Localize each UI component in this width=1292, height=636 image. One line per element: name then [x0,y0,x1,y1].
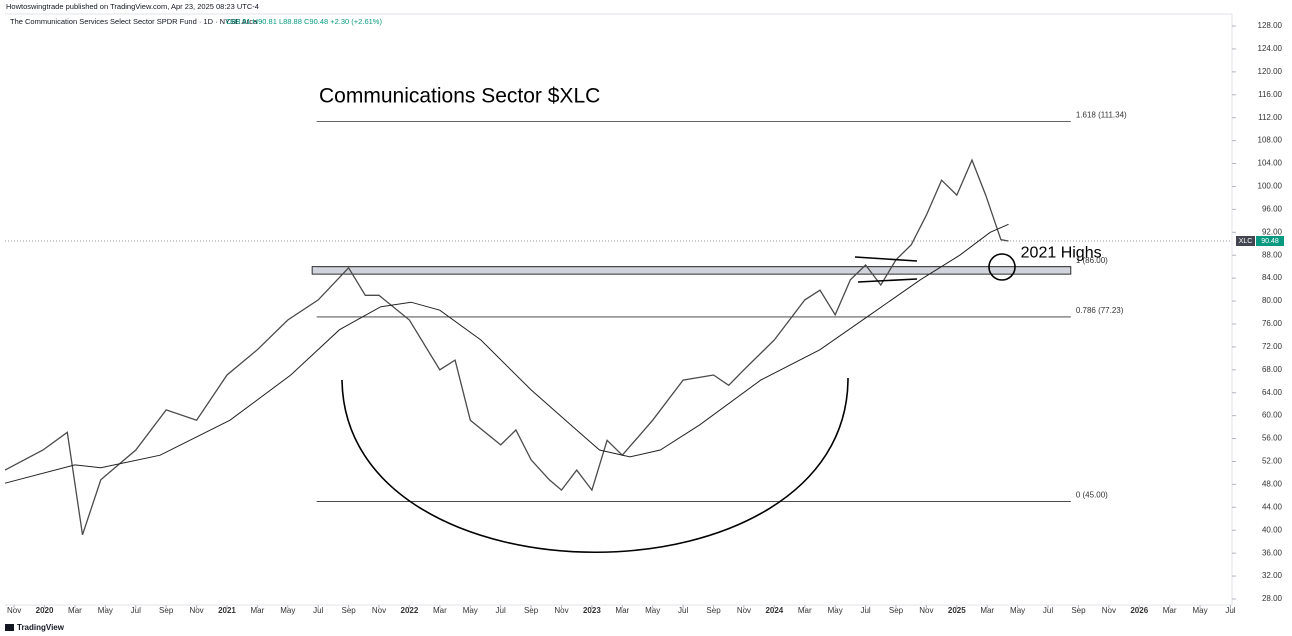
y-tick-label: 48.00 [1262,480,1283,489]
x-tick-label: Mar [68,606,82,615]
y-tick-label: 120.00 [1258,67,1283,76]
y-tick-label: 56.00 [1262,434,1283,443]
x-tick-label: May [280,606,295,615]
y-tick-label: 28.00 [1262,594,1283,603]
x-tick-label: 2026 [1130,606,1148,615]
triangle-bottom [857,278,918,283]
x-tick-label: Nov [737,606,751,615]
x-tick-label: Jul [131,606,141,615]
fib-label: 1 (86.00) [1076,256,1108,265]
x-tick-label: Mar [798,606,812,615]
y-tick-label: 68.00 [1262,365,1283,374]
chart-title: Communications Sector $XLC [319,85,600,108]
x-tick-label: 2024 [765,606,783,615]
y-tick-label: 84.00 [1262,273,1283,282]
x-tick-label: 2020 [36,606,54,615]
highlight-circle [988,253,1016,281]
x-tick-label: Sep [159,606,174,615]
x-tick-label: 2023 [583,606,601,615]
x-tick-label: Nov [554,606,568,615]
y-tick-label: 80.00 [1262,296,1283,305]
x-tick-label: Sep [524,606,539,615]
x-tick-label: May [463,606,478,615]
y-tick-label: 92.00 [1262,227,1283,236]
y-tick-label: 108.00 [1258,136,1283,145]
x-tick-label: Sep [889,606,904,615]
fib-label: 1.618 (111.34) [1076,111,1127,120]
logo-mark [5,624,14,631]
x-tick-label: 2021 [218,606,236,615]
y-tick-label: 40.00 [1262,525,1283,534]
x-tick-label: Jul [1225,606,1235,615]
y-tick-label: 36.00 [1262,548,1283,557]
y-tick-label: 72.00 [1262,342,1283,351]
fib-label: 0 (45.00) [1076,491,1108,500]
x-tick-label: Jul [1043,606,1053,615]
x-tick-label: 2022 [401,606,419,615]
x-tick-label: May [645,606,660,615]
triangle-top [854,256,918,262]
symbol-line: The Communication Services Select Sector… [10,17,258,26]
support-zone [311,266,1072,275]
y-tick-label: 124.00 [1258,44,1283,53]
x-tick-label: Mar [251,606,265,615]
x-tick-label: Nov [372,606,386,615]
ohlc: O88.91 H90.81 L88.88 C90.48 +2.30 (+2.61… [226,17,382,26]
x-tick-label: Nov [189,606,203,615]
x-tick-label: Mar [980,606,994,615]
y-tick-label: 52.00 [1262,457,1283,466]
x-tick-label: Mar [433,606,447,615]
x-tick-label: May [1010,606,1025,615]
x-tick-label: Sep [1071,606,1086,615]
y-tick-label: 112.00 [1258,113,1282,122]
x-tick-label: Nov [919,606,933,615]
symbol-badge-label: XLC [1239,238,1253,245]
fib-label: 0.786 (77.23) [1076,306,1124,315]
x-tick-label: Jul [313,606,323,615]
y-tick-label: 76.00 [1262,319,1283,328]
x-tick-label: May [1193,606,1208,615]
y-tick-label: 44.00 [1262,502,1283,511]
tv-logo [5,624,14,631]
y-tick-label: 32.00 [1262,571,1283,580]
x-tick-label: Mar [615,606,629,615]
symbol-badge [1236,236,1255,247]
price-badge-label: 90.48 [1261,238,1279,245]
x-tick-label: Sep [342,606,357,615]
price-badge [1256,236,1284,247]
x-tick-label: Jul [496,606,506,615]
moving-average [4,223,1009,484]
y-tick-label: 96.00 [1262,204,1283,213]
y-tick-label: 116.00 [1258,90,1282,99]
y-tick-label: 64.00 [1262,388,1283,397]
author-line: Howtoswingtrade published on TradingView… [6,2,259,11]
x-tick-label: May [98,606,113,615]
y-tick-label: 128.00 [1258,21,1283,30]
y-tick-label: 88.00 [1262,250,1283,259]
x-tick-label: Jul [860,606,870,615]
footer-brand: TradingView [17,623,65,632]
y-tick-label: 60.00 [1262,411,1283,420]
x-tick-label: Sep [706,606,721,615]
x-tick-label: 2025 [948,606,966,615]
x-tick-label: Jul [678,606,688,615]
x-tick-label: May [828,606,843,615]
annotation: 2021 Highs [1021,245,1102,262]
y-tick-label: 104.00 [1258,159,1283,168]
y-tick-label: 100.00 [1258,182,1283,191]
x-tick-label: Nov [7,606,21,615]
cup-drawing [341,377,849,554]
x-tick-label: Mar [1163,606,1177,615]
x-tick-label: Nov [1102,606,1116,615]
